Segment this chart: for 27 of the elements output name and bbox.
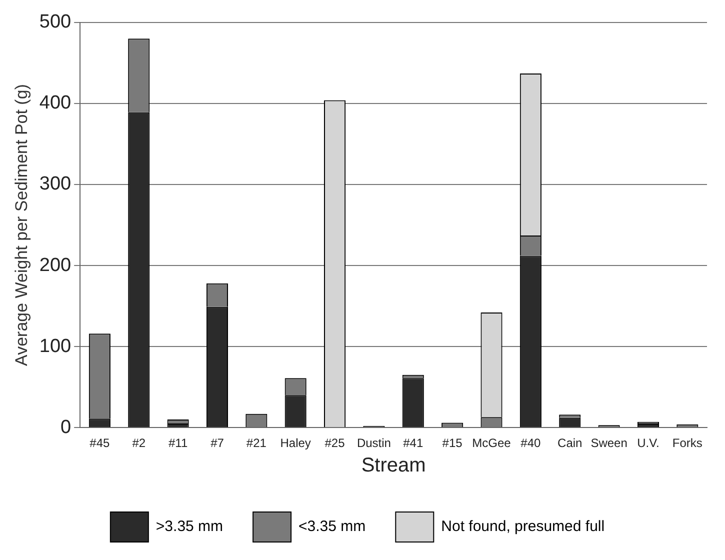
- x-tick-label: Dustin: [356, 436, 391, 450]
- x-tick-label: #45: [90, 436, 110, 450]
- y-tick-label: 400: [39, 92, 72, 114]
- x-tick-label: Haley: [280, 436, 311, 450]
- x-tick-label: #25: [324, 436, 346, 450]
- x-tick-label: #40: [520, 436, 542, 450]
- legend-label: Not found, presumed full: [441, 518, 605, 536]
- legend-label: <3.35 mm: [298, 518, 366, 536]
- x-tick-label: #2: [132, 436, 146, 450]
- x-tick-label: #21: [246, 436, 267, 450]
- y-tick-label: 0: [60, 416, 72, 438]
- y-tick-label: 300: [39, 174, 72, 195]
- x-tick-label: #7: [210, 436, 224, 450]
- x-tick-label: #41: [403, 436, 424, 450]
- y-axis-title: Average Weight per Sediment Pot (g): [12, 84, 31, 366]
- y-tick-label: 500: [39, 12, 72, 33]
- legend-label: >3.35 mm: [156, 518, 224, 536]
- x-tick-label: McGee: [472, 436, 512, 450]
- x-tick-label: #15: [442, 436, 463, 450]
- x-tick-label: Cain: [558, 436, 582, 450]
- x-tick-label: Forks: [672, 436, 702, 450]
- x-axis-title: Stream: [361, 454, 426, 477]
- y-tick-label: 200: [39, 254, 72, 276]
- x-tick-label: #11: [168, 436, 188, 450]
- y-tick-label: 100: [39, 336, 72, 357]
- x-tick-label: U.V.: [637, 436, 660, 450]
- x-tick-label: Sween: [590, 436, 628, 450]
